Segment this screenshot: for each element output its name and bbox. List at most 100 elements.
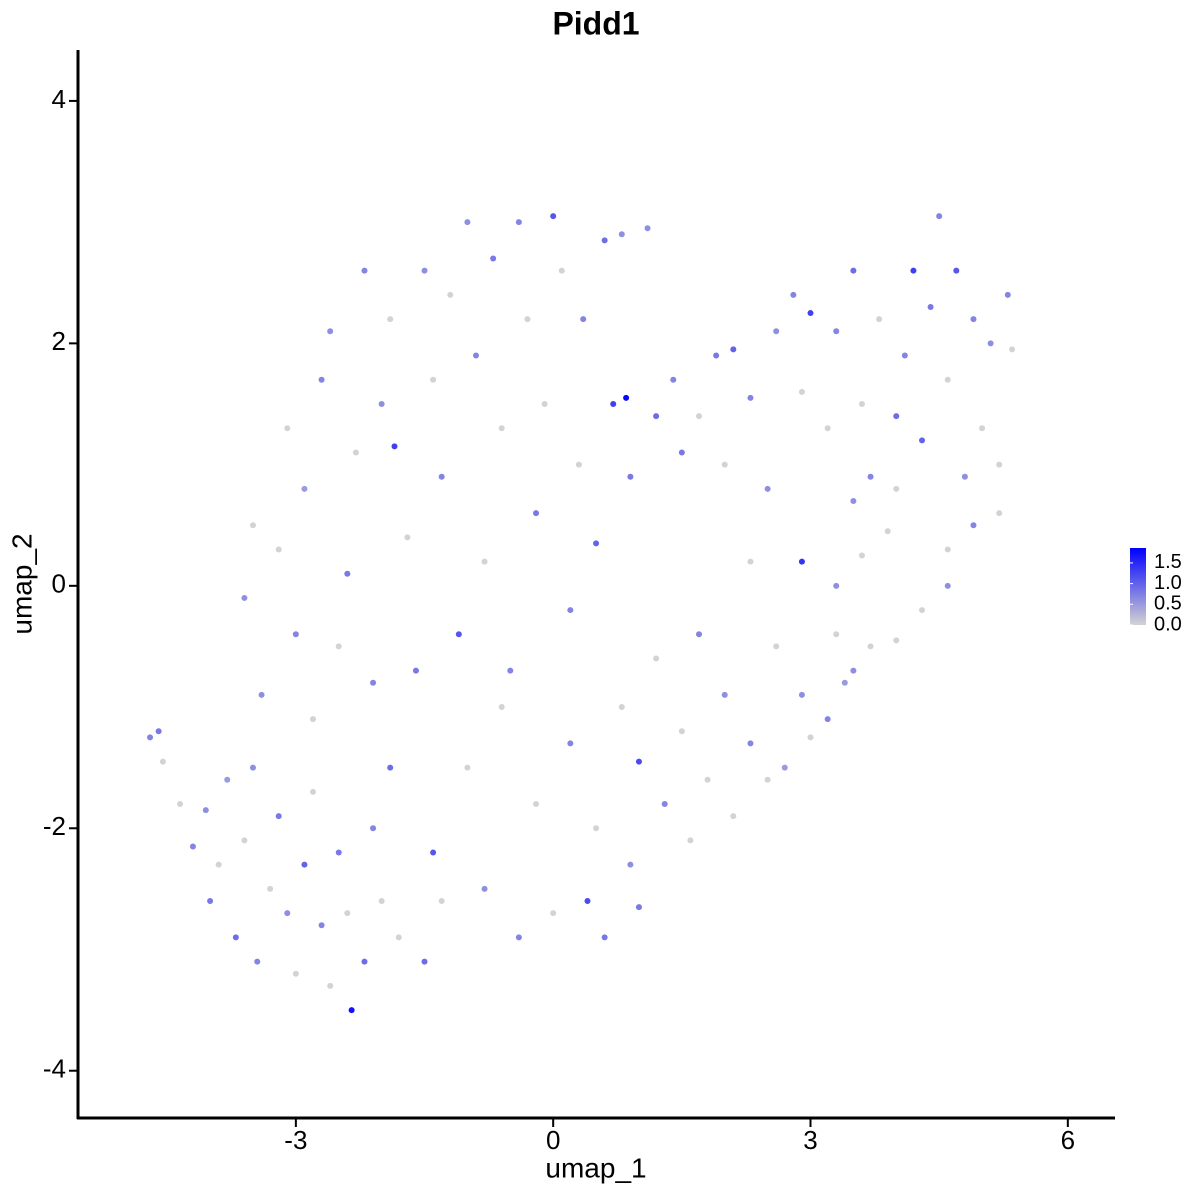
point	[867, 473, 874, 480]
point	[713, 352, 720, 359]
point	[284, 425, 291, 432]
point	[202, 807, 209, 814]
point	[919, 437, 926, 444]
point	[438, 473, 445, 480]
point	[721, 461, 728, 468]
point	[301, 861, 308, 868]
point	[241, 594, 248, 601]
point	[348, 1007, 355, 1014]
point	[550, 213, 557, 220]
point	[764, 485, 771, 492]
point	[987, 340, 994, 347]
point	[575, 461, 582, 468]
point	[670, 376, 677, 383]
point	[292, 970, 299, 977]
point	[618, 231, 625, 238]
point	[232, 934, 239, 941]
point	[661, 801, 668, 808]
point	[798, 558, 805, 565]
point	[344, 570, 351, 577]
y-tick-label: 4	[52, 84, 66, 114]
point	[533, 510, 540, 517]
point	[876, 316, 883, 323]
point	[335, 643, 342, 650]
point	[623, 394, 630, 401]
x-tick-label: -3	[284, 1125, 307, 1155]
point	[927, 303, 934, 310]
chart-title: Pidd1	[552, 5, 639, 41]
point	[1004, 291, 1011, 298]
point	[919, 607, 926, 614]
colorbar-tick-label: 0.0	[1154, 613, 1182, 635]
x-axis-label: umap_1	[545, 1152, 646, 1183]
point	[687, 837, 694, 844]
y-tick-label: 0	[52, 569, 66, 599]
point	[404, 534, 411, 541]
point	[798, 388, 805, 395]
point	[1009, 346, 1016, 353]
point	[893, 485, 900, 492]
point	[472, 352, 479, 359]
point	[275, 546, 282, 553]
point	[747, 394, 754, 401]
point	[893, 637, 900, 644]
point	[695, 413, 702, 420]
point	[944, 376, 951, 383]
point	[858, 400, 865, 407]
point	[481, 885, 488, 892]
point	[867, 643, 874, 650]
point	[833, 582, 840, 589]
point	[850, 497, 857, 504]
point	[490, 255, 497, 262]
point	[833, 631, 840, 638]
point	[653, 655, 660, 662]
point	[177, 801, 184, 808]
point	[327, 328, 334, 335]
point	[807, 310, 814, 317]
point	[464, 219, 471, 226]
colorbar-tick-label: 1.0	[1154, 572, 1182, 594]
point	[584, 898, 591, 905]
point	[610, 400, 617, 407]
point	[310, 716, 317, 723]
point	[798, 691, 805, 698]
point	[159, 758, 166, 765]
point	[567, 607, 574, 614]
point	[841, 679, 848, 686]
point	[344, 910, 351, 917]
point	[387, 764, 394, 771]
point	[310, 788, 317, 795]
point	[781, 764, 788, 771]
point	[790, 291, 797, 298]
point	[430, 849, 437, 856]
point	[254, 958, 261, 965]
point	[970, 316, 977, 323]
point	[764, 776, 771, 783]
point	[747, 740, 754, 747]
point	[618, 704, 625, 711]
point	[601, 237, 608, 244]
point	[387, 316, 394, 323]
point	[996, 461, 1003, 468]
point	[241, 837, 248, 844]
colorbar-tick-label: 0.5	[1154, 593, 1182, 615]
point	[580, 316, 587, 323]
point	[498, 425, 505, 432]
point	[481, 558, 488, 565]
point	[858, 552, 865, 559]
point	[961, 473, 968, 480]
x-tick-label: 6	[1061, 1125, 1075, 1155]
point	[730, 813, 737, 820]
point	[996, 510, 1003, 517]
point	[601, 934, 608, 941]
point	[224, 776, 231, 783]
point	[249, 522, 256, 529]
point	[533, 801, 540, 808]
point	[447, 291, 454, 298]
point	[773, 643, 780, 650]
point	[147, 734, 154, 741]
point	[318, 922, 325, 929]
point	[678, 449, 685, 456]
point	[361, 267, 368, 274]
